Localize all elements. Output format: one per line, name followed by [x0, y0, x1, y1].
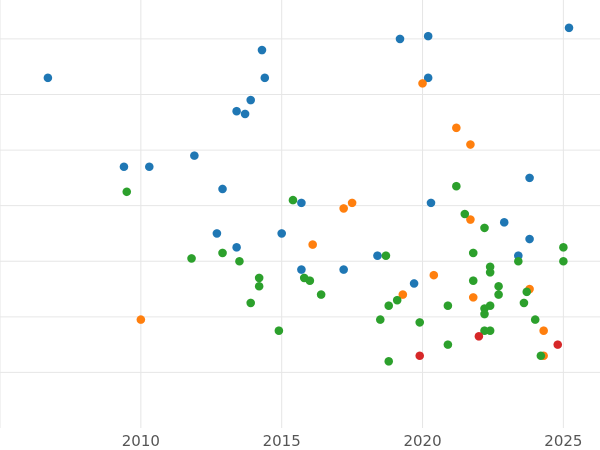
data-point [257, 45, 267, 55]
data-point [119, 162, 129, 172]
data-point [288, 195, 298, 205]
data-point [339, 204, 348, 213]
data-point [452, 123, 461, 133]
data-point [423, 73, 433, 83]
data-point [536, 351, 546, 361]
data-point [485, 268, 495, 277]
data-point [474, 331, 484, 341]
data-point [460, 209, 470, 219]
data-point [415, 351, 425, 361]
data-point [246, 298, 256, 308]
data-point [485, 326, 495, 336]
data-point [539, 326, 548, 336]
data-point [514, 256, 523, 266]
data-point [443, 340, 453, 349]
data-point [373, 251, 382, 260]
data-point [375, 315, 385, 324]
data-point [468, 248, 478, 258]
data-point [468, 293, 478, 302]
data-point [480, 309, 489, 319]
data-point [218, 184, 227, 194]
data-point [553, 340, 563, 349]
data-point [418, 79, 427, 88]
data-point [212, 229, 222, 238]
data-point [232, 106, 241, 116]
data-point [384, 356, 394, 366]
data-point [240, 109, 250, 119]
data-point [308, 240, 317, 249]
data-point [305, 276, 315, 286]
data-point [392, 295, 402, 305]
data-point [466, 140, 475, 149]
data-point [468, 276, 478, 286]
data-point [429, 270, 439, 280]
data-point [235, 256, 244, 266]
data-point [339, 265, 348, 274]
data-point [144, 162, 154, 172]
data-point [480, 223, 489, 233]
data-point [443, 301, 453, 311]
data-point [530, 315, 540, 324]
grid [0, 0, 600, 428]
data-point [254, 273, 264, 283]
data-point [452, 181, 461, 191]
data-point [347, 198, 357, 208]
data-point [218, 248, 227, 258]
data-point [122, 187, 132, 197]
data-point [494, 290, 503, 299]
data-point [522, 287, 532, 297]
data-point [274, 326, 284, 336]
x-tick-label: 2020 [403, 432, 441, 450]
data-point [499, 218, 509, 227]
data-point [519, 298, 529, 308]
data-point [466, 215, 475, 224]
data-point [260, 73, 270, 83]
data-point [525, 173, 534, 183]
data-point [559, 243, 568, 252]
x-tick-label: 2025 [544, 432, 582, 450]
data-point [190, 151, 199, 160]
data-points [43, 23, 574, 366]
data-point [485, 301, 495, 311]
data-point [559, 256, 568, 266]
data-point [409, 279, 419, 288]
data-point [246, 95, 256, 105]
data-point [384, 301, 394, 311]
x-tick-label: 2010 [122, 432, 160, 450]
data-point [525, 234, 534, 244]
data-point [494, 281, 503, 291]
data-point [136, 315, 146, 324]
data-point [316, 290, 326, 299]
data-point [43, 73, 53, 83]
x-tick-label: 2015 [263, 432, 301, 450]
x-axis-ticks: 2010 2015 2020 2025 [122, 432, 583, 450]
data-point [381, 251, 391, 260]
data-point [398, 290, 408, 299]
data-point [187, 254, 196, 263]
data-point [277, 229, 286, 238]
data-point [297, 198, 306, 208]
data-point [395, 34, 405, 44]
data-point [415, 318, 425, 327]
data-point [232, 243, 241, 252]
data-point [564, 23, 574, 33]
data-point [423, 31, 433, 41]
data-point [297, 265, 306, 274]
data-point [426, 198, 436, 208]
data-point [254, 281, 264, 291]
